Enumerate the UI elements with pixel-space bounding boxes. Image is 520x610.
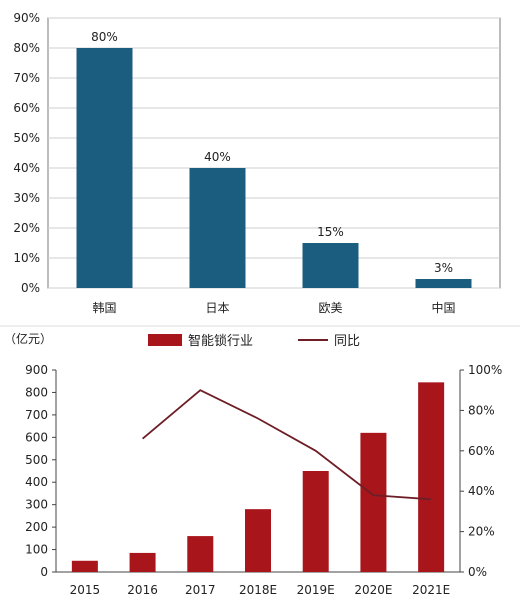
x-tick-label: 韩国 (92, 300, 116, 315)
data-label: 3% (434, 261, 453, 275)
y-tick-label-left: 600 (25, 430, 48, 444)
y-tick-label: 40% (13, 161, 40, 175)
y-tick-label-right: 0% (468, 565, 487, 579)
x-tick-label: 2018E (239, 583, 277, 597)
unit-label: （亿元） (4, 331, 52, 346)
x-tick-label: 2020E (354, 583, 392, 597)
y-tick-label-left: 100 (25, 543, 48, 557)
bar (76, 48, 133, 288)
y-tick-label: 0% (21, 281, 40, 295)
y-tick-label-left: 0 (40, 565, 48, 579)
y-tick-label-right: 40% (468, 484, 495, 498)
x-tick-label: 2016 (127, 583, 158, 597)
y-tick-label-left: 200 (25, 520, 48, 534)
y-tick-label-right: 100% (468, 363, 502, 377)
y-tick-label: 80% (13, 41, 40, 55)
y-tick-label-right: 20% (468, 525, 495, 539)
x-tick-label: 欧美 (318, 301, 342, 315)
growth-line (142, 389, 432, 501)
bar (129, 552, 156, 572)
y-tick-label-left: 300 (25, 498, 48, 512)
y-tick-label: 70% (13, 71, 40, 85)
data-label: 80% (91, 30, 118, 44)
y-tick-label: 30% (13, 191, 40, 205)
y-tick-label-left: 900 (25, 363, 48, 377)
y-tick-label: 90% (13, 11, 40, 25)
y-tick-label-right: 80% (468, 403, 495, 417)
legend-swatch-bar (148, 334, 182, 346)
bar (302, 243, 359, 288)
y-tick-label-left: 700 (25, 408, 48, 422)
y-tick-label: 10% (13, 251, 40, 265)
y-tick-label: 20% (13, 221, 40, 235)
bar (187, 536, 214, 572)
smart-lock-market-chart: （亿元） 智能锁行业 同比 0 100 200 300 400 500 600 700 800 900 0… (0, 325, 520, 597)
x-tick-label: 2015 (70, 583, 101, 597)
x-tick-label: 2017 (185, 583, 216, 597)
bar (415, 279, 472, 288)
x-tick-label: 2021E (412, 583, 450, 597)
y-tick-label: 50% (13, 131, 40, 145)
bar (245, 509, 271, 572)
bar (189, 168, 246, 288)
y-tick-label-left: 800 (25, 385, 48, 399)
legend-label: 智能锁行业 (188, 333, 253, 349)
x-tick-label: 2019E (297, 583, 335, 597)
bar (71, 560, 98, 572)
y-tick-label-left: 400 (25, 475, 48, 489)
y-tick-label-right: 60% (468, 444, 495, 458)
data-label: 15% (317, 225, 344, 239)
y-tick-label-left: 500 (25, 453, 48, 467)
bar (418, 382, 445, 572)
x-tick-label: 中国 (431, 300, 455, 315)
bar (360, 432, 387, 572)
market-penetration-chart: 0% 10% 20% 30% 40% 50% 60% 70% 80% 90% 80% 韩国 40% 日本 1… (13, 11, 501, 315)
legend-label: 同比 (334, 334, 360, 349)
x-tick-label: 日本 (205, 301, 229, 315)
y-tick-label: 60% (13, 101, 40, 115)
data-label: 40% (204, 150, 231, 164)
bar (302, 471, 329, 572)
